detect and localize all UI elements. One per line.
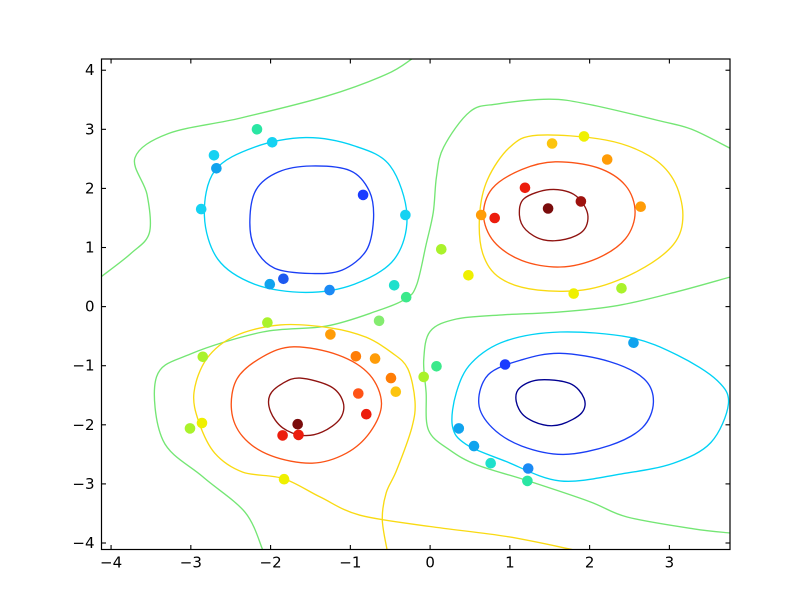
contour-line-yellow-ring-top-right xyxy=(478,134,684,292)
x-tick-label: −1 xyxy=(339,554,361,572)
scatter-point xyxy=(489,212,501,224)
contour-line-yellow-open-bottom-left xyxy=(193,323,573,550)
plot-frame xyxy=(100,58,731,551)
scatter-point xyxy=(278,473,290,485)
x-tick-label: 3 xyxy=(665,554,675,572)
contour-line-navy-ring-bottom-right xyxy=(515,379,586,427)
contour-line-blue-ring-bottom-right xyxy=(478,352,655,456)
scatter-point xyxy=(546,138,558,149)
scatter-point xyxy=(385,372,397,384)
x-tick-label: −3 xyxy=(180,554,202,572)
plot-data-layer xyxy=(101,59,730,550)
scatter-point xyxy=(293,429,304,441)
scatter-point xyxy=(266,137,278,148)
scatter-point xyxy=(522,475,533,487)
x-tick-label: −4 xyxy=(100,554,122,572)
scatter-point xyxy=(635,201,646,212)
scatter-point xyxy=(499,359,511,370)
scatter-point xyxy=(522,463,534,474)
scatter-point xyxy=(196,417,208,429)
scatter-point xyxy=(463,270,474,281)
scatter-point xyxy=(453,423,465,434)
scatter-point xyxy=(418,371,430,383)
scatter-point xyxy=(251,124,263,135)
scatter-point xyxy=(264,278,276,290)
scatter-point xyxy=(485,457,497,469)
scatter-point xyxy=(369,353,381,364)
scatter-point xyxy=(350,351,362,362)
contour-line-green-zero-upper-left xyxy=(101,59,413,278)
scatter-point xyxy=(197,351,209,363)
x-tick-label: −2 xyxy=(260,554,282,572)
scatter-point xyxy=(211,163,222,174)
y-tick-label: 0 xyxy=(85,298,95,316)
scatter-point xyxy=(390,386,402,398)
scatter-point xyxy=(542,203,554,214)
contour-line-darkred-ring-top-right xyxy=(518,188,589,242)
scatter-point xyxy=(400,291,412,303)
scatter-point xyxy=(519,182,531,194)
y-tick-label: −4 xyxy=(72,534,94,552)
scatter-point xyxy=(578,131,590,142)
scatter-point xyxy=(292,418,304,430)
scatter-point xyxy=(353,388,364,399)
scatter-point xyxy=(436,244,447,255)
y-tick-label: −2 xyxy=(72,416,94,434)
scatter-point xyxy=(195,203,207,215)
y-tick-label: 1 xyxy=(85,239,95,257)
contour-line-blue-ring-top-left xyxy=(249,165,375,275)
scatter-point xyxy=(278,273,289,285)
y-tick-label: 2 xyxy=(85,179,95,197)
scatter-point xyxy=(468,440,480,452)
scatter-point xyxy=(184,423,196,434)
x-tick-label: 2 xyxy=(585,554,595,572)
scatter-point xyxy=(388,280,400,291)
contour-line-orangered-ring-bottom-left xyxy=(230,346,383,464)
y-tick-label: −1 xyxy=(72,357,94,375)
contour-line-darkred-ring-bottom-left xyxy=(267,377,345,437)
contour-line-cyan-ring-top-left xyxy=(203,136,408,294)
scatter-point xyxy=(361,408,372,420)
scatter-point xyxy=(373,315,385,327)
y-tick-label: 3 xyxy=(85,120,95,138)
scatter-point xyxy=(628,337,639,349)
contour-line-orangered-ring-top-right xyxy=(482,161,636,268)
scatter-point xyxy=(357,189,369,201)
scatter-point xyxy=(616,283,627,294)
scatter-point xyxy=(601,154,613,165)
scatter-point xyxy=(431,361,442,372)
contour-line-green-zero-lower-right xyxy=(422,276,730,534)
scatter-point xyxy=(568,288,579,299)
scatter-point xyxy=(324,284,335,296)
scatter-point xyxy=(575,196,587,207)
scatter-point xyxy=(208,150,220,161)
scatter-point xyxy=(262,317,273,328)
x-tick-label: 0 xyxy=(425,554,435,572)
y-tick-label: 4 xyxy=(85,61,95,79)
y-tick-label: −3 xyxy=(72,475,94,493)
scatter-point xyxy=(325,329,336,340)
scatter-point xyxy=(400,209,411,221)
contour-line-green-zero-middle-s xyxy=(153,98,730,550)
x-tick-label: 1 xyxy=(505,554,515,572)
scatter-point xyxy=(277,430,288,441)
contour-line-cyan-ring-bottom-right xyxy=(451,331,730,482)
scatter-point xyxy=(475,209,487,221)
